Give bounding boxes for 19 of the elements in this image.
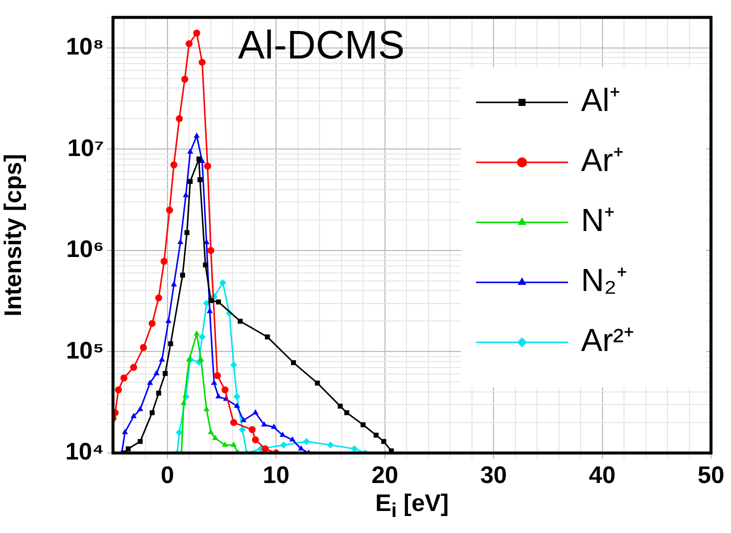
legend-label: Al⁺ (581, 82, 620, 118)
x-tick-label: 10 (262, 462, 290, 490)
y-tick-label: 10⁵ (66, 337, 104, 364)
legend-label: Ar²⁺ (581, 322, 635, 358)
legend-label: N⁺ (581, 202, 616, 238)
x-axis-title: E$_{i}$ [eV] (374, 490, 450, 523)
x-tick-label: 0 (160, 462, 174, 490)
x-tick-label: 20 (371, 462, 398, 490)
x-tick-label: 30 (480, 462, 507, 490)
legend-label: Ar⁺ (581, 142, 624, 178)
y-axis-title: Intensity [cps] (0, 154, 28, 317)
x-tick-label: 50 (698, 462, 724, 490)
x-tick-label: 40 (588, 462, 616, 490)
y-tick-label: 10⁷ (67, 134, 104, 162)
y-tick-label: 10⁸ (66, 34, 104, 61)
y-tick-label: 10⁴ (65, 438, 104, 466)
chart-title: Al-DCMS (238, 23, 405, 68)
legend-label: N₂⁺ (581, 262, 628, 298)
y-tick-label: 10⁶ (66, 236, 104, 264)
